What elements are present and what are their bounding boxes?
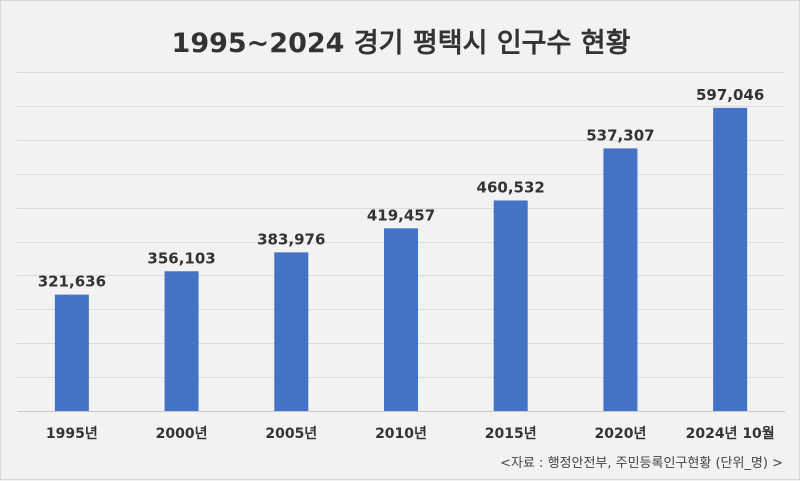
- x-tick-label: 2024년 10월: [686, 425, 775, 442]
- value-label: 460,532: [477, 178, 545, 196]
- value-label: 356,103: [147, 249, 215, 267]
- value-labels: 321,636 356,103 383,976 419,457 460,532 537,3…: [38, 86, 765, 291]
- value-label: 597,046: [696, 86, 764, 104]
- x-tick-label: 2000년: [156, 426, 208, 442]
- bar: [713, 107, 748, 412]
- x-tick-label: 2015년: [485, 426, 537, 442]
- bar: [603, 148, 638, 411]
- bar: [54, 294, 89, 411]
- source-note: <자료 : 행정안전부, 주민등록인구현황 (단위_명) >: [500, 456, 783, 471]
- bar: [384, 228, 418, 411]
- bar: [164, 271, 199, 411]
- bars: [54, 107, 748, 412]
- chart-title: 1995~2024 경기 평택시 인구수 현황: [171, 28, 631, 59]
- x-tick-label: 1995년: [46, 426, 98, 442]
- value-label: 321,636: [38, 273, 106, 291]
- value-label: 383,976: [257, 230, 325, 248]
- x-tick-label: 2010년: [375, 426, 427, 442]
- value-label: 419,457: [367, 206, 435, 224]
- bar: [493, 200, 528, 411]
- value-label: 537,307: [586, 126, 654, 144]
- x-tick-labels: 1995년 2000년 2005년 2010년 2015년 2020년 2024년 10월: [46, 425, 775, 442]
- x-tick-label: 2020년: [594, 426, 646, 442]
- x-tick-label: 2005년: [265, 426, 317, 442]
- bar: [274, 252, 309, 411]
